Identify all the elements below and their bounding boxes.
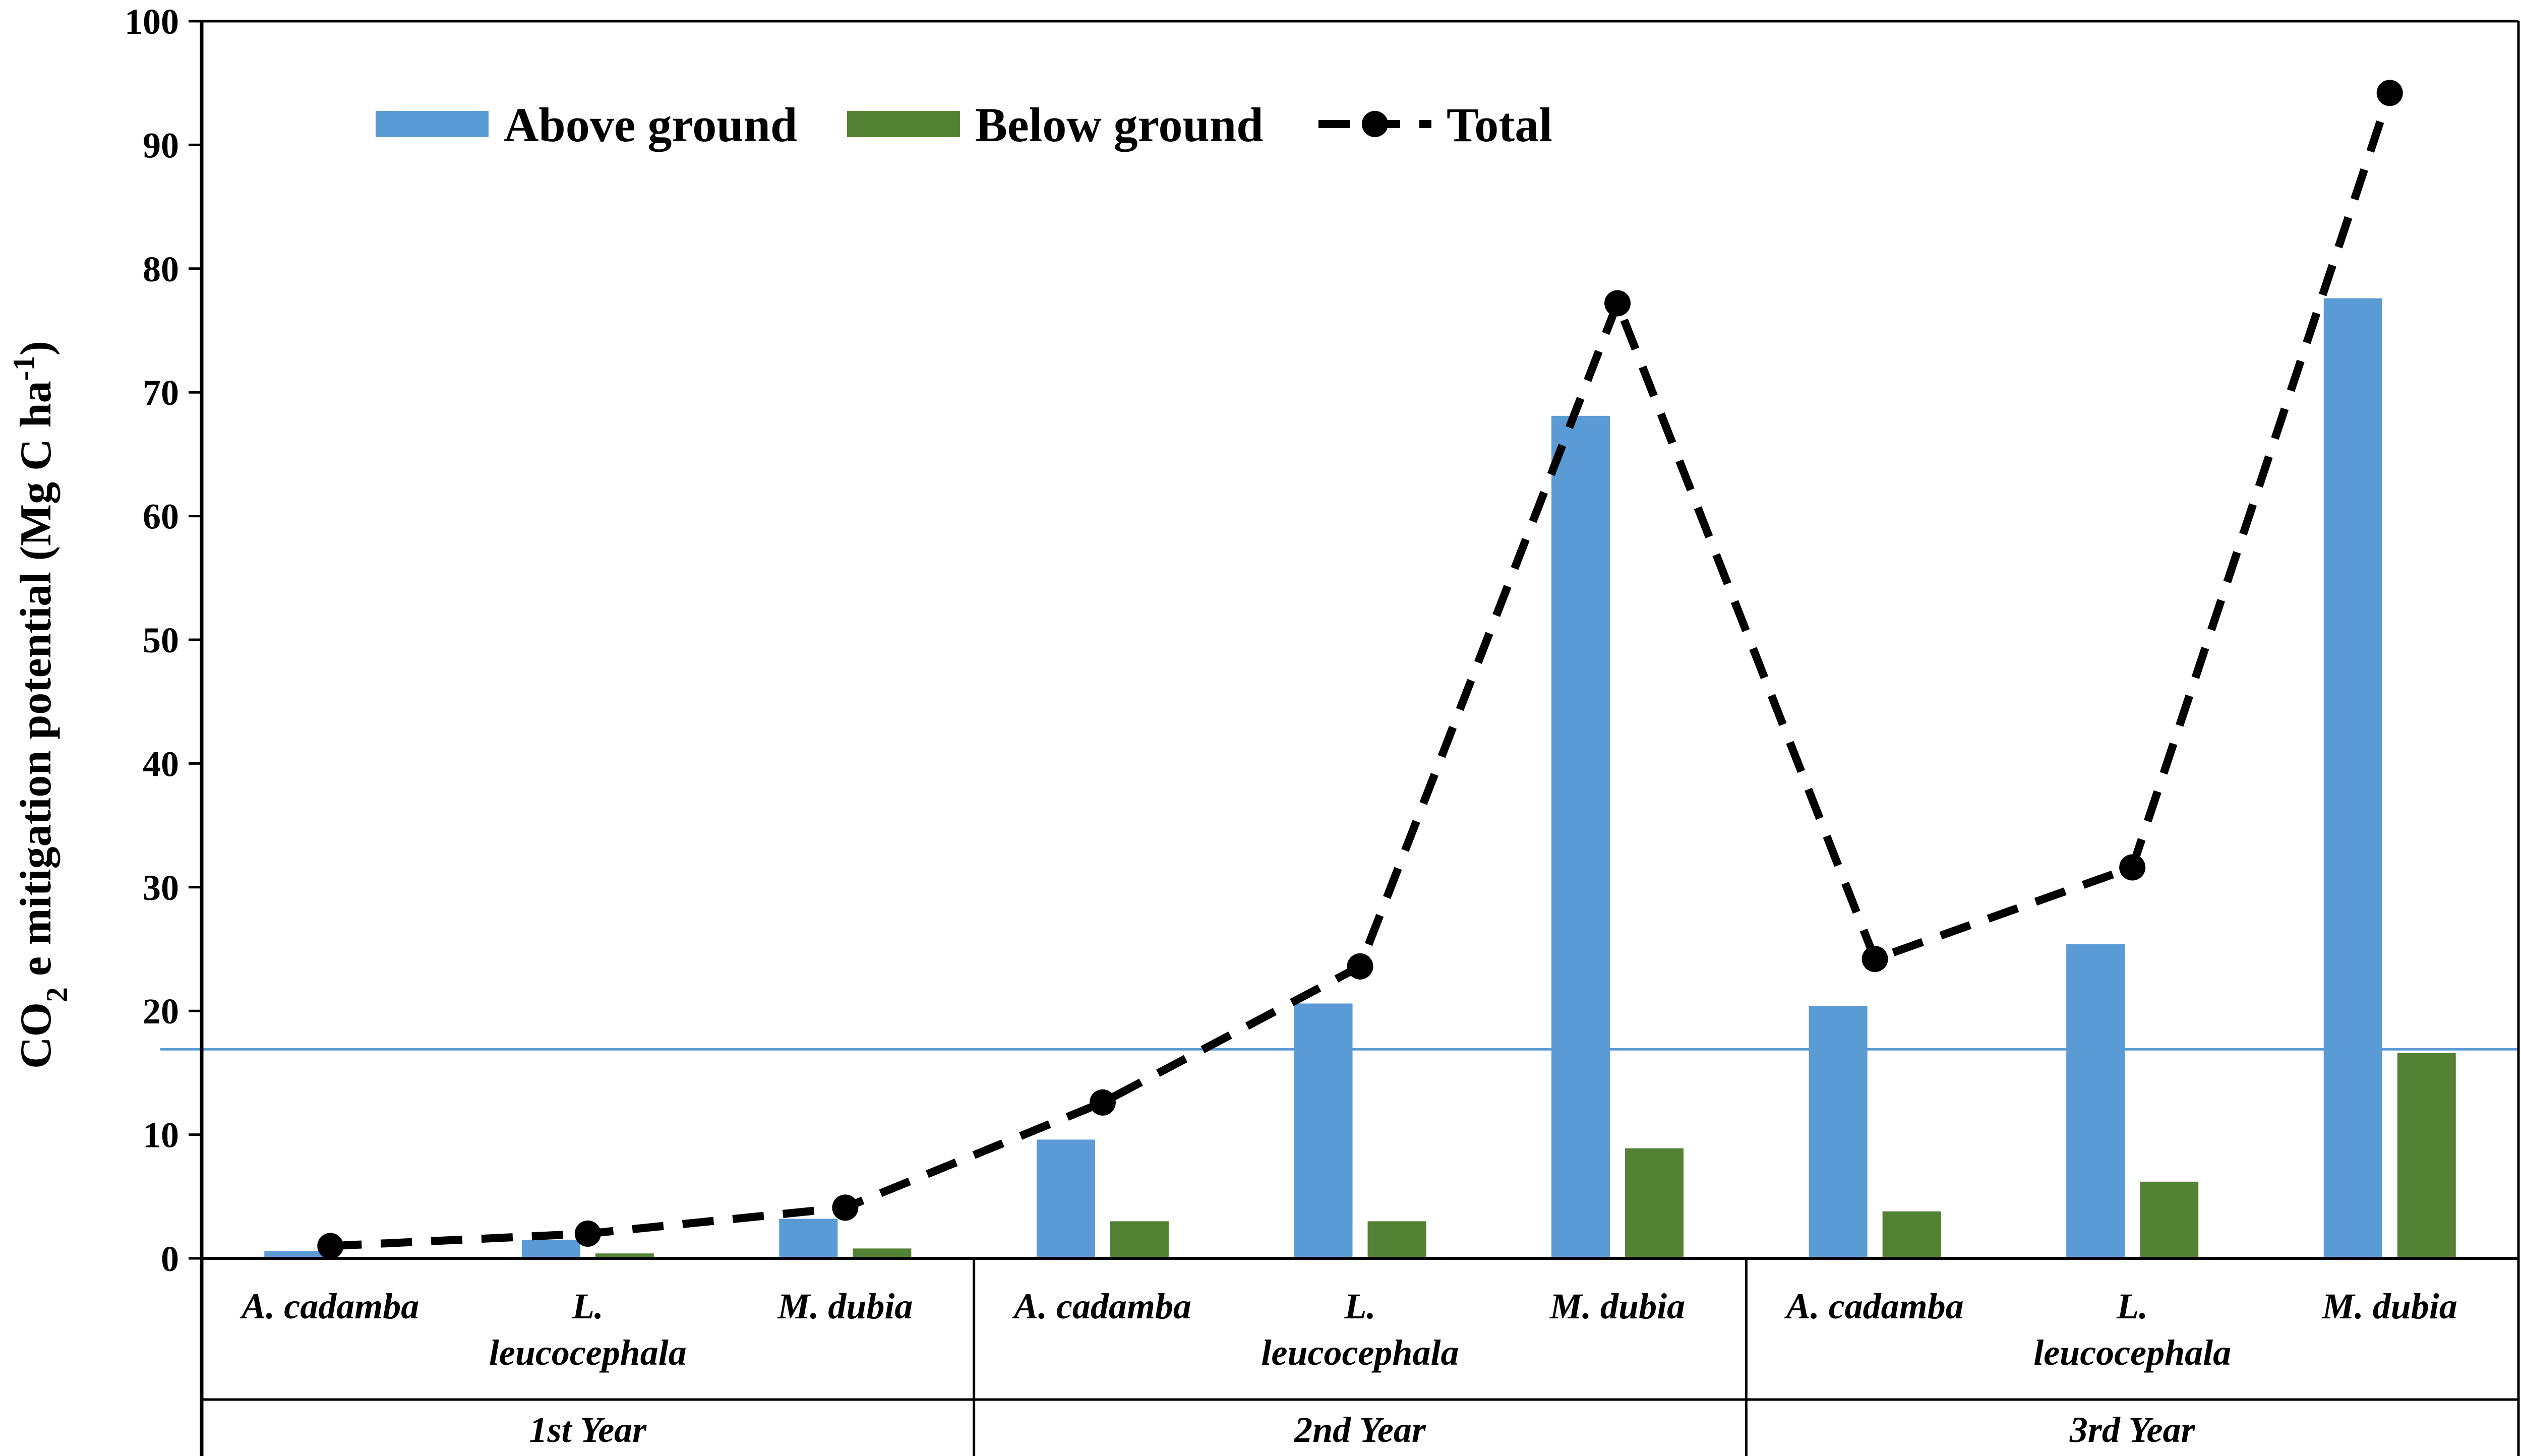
legend: Above ground Below ground Total [376, 98, 1552, 152]
total-point-1 [574, 1220, 601, 1247]
bar-above-ground-2 [779, 1219, 838, 1258]
y-tick-label-30: 30 [143, 868, 179, 908]
bar-below-ground-6 [1882, 1211, 1941, 1258]
bar-below-ground-2 [853, 1248, 912, 1258]
category-label-1-0: L. [572, 1286, 604, 1326]
total-point-6 [1862, 946, 1888, 973]
bar-below-ground-5 [1625, 1148, 1684, 1258]
total-point-0 [317, 1233, 344, 1259]
category-label-4-0: L. [1344, 1286, 1376, 1326]
bar-above-ground-3 [1036, 1139, 1095, 1258]
total-point-5 [1604, 290, 1631, 317]
total-line-layer [317, 80, 2403, 1259]
y-tick-label-40: 40 [143, 744, 179, 784]
y-tick-label-20: 20 [143, 991, 179, 1032]
bar-above-ground-6 [1809, 1006, 1868, 1258]
y-label-part-4: ) [12, 341, 61, 355]
y-label-superscript: -1 [7, 355, 40, 381]
bar-above-ground-1 [521, 1240, 580, 1258]
category-label-6-0: A. cadamba [1784, 1286, 1964, 1326]
total-point-3 [1089, 1089, 1116, 1116]
y-label-subscript: 2 [40, 987, 74, 1002]
legend-label-2: Total [1447, 98, 1552, 152]
category-label-2-0: M. dubia [777, 1286, 913, 1326]
total-point-4 [1347, 953, 1373, 980]
y-tick-label-70: 70 [143, 373, 179, 413]
y-tick-label-0: 0 [161, 1239, 179, 1279]
category-label-7-0: L. [2116, 1286, 2148, 1326]
category-label-0-0: A. cadamba [239, 1286, 419, 1326]
legend-label-1: Below ground [975, 98, 1264, 152]
y-label-part-0: CO [12, 1002, 61, 1069]
y-axis-label: CO2 e mitigation potential (Mg C ha-1) [7, 341, 74, 1069]
bar-above-ground-0 [264, 1251, 323, 1258]
y-tick-label-90: 90 [143, 125, 179, 165]
bar-layer [264, 298, 2456, 1259]
category-label-4-1: leucocephala [1262, 1332, 1459, 1373]
group-label-0: 1st Year [529, 1410, 647, 1450]
category-label-7-1: leucocephala [2033, 1332, 2231, 1373]
axes [200, 20, 2520, 1456]
bar-above-ground-5 [1551, 415, 1610, 1259]
category-label-1-1: leucocephala [489, 1332, 687, 1373]
group-label-1: 2nd Year [1294, 1410, 1426, 1450]
category-axis: A. cadamba L. leucocephala M. dubia 1st Year… [202, 1258, 2518, 1456]
category-label-3-0: A. cadamba [1012, 1286, 1191, 1326]
y-tick-label-60: 60 [143, 497, 179, 537]
total-point-2 [832, 1194, 859, 1221]
group-label-2: 3rd Year [2069, 1410, 2196, 1450]
bar-above-ground-4 [1294, 1003, 1353, 1258]
y-axis-ticks: 0 10 20 30 40 50 60 70 80 90 100 [125, 2, 202, 1279]
bar-below-ground-3 [1110, 1221, 1169, 1258]
y-tick-label-100: 100 [125, 2, 179, 42]
legend-swatch-1 [847, 111, 960, 137]
y-label-part-2: e mitigation potential (Mg C ha [12, 381, 61, 987]
y-tick-label-50: 50 [143, 620, 179, 660]
category-label-5-0: M. dubia [1549, 1286, 1685, 1326]
bar-below-ground-8 [2397, 1053, 2456, 1258]
total-point-8 [2376, 80, 2403, 106]
bar-below-ground-7 [2140, 1181, 2199, 1258]
y-tick-label-80: 80 [143, 249, 179, 289]
bar-below-ground-4 [1367, 1221, 1426, 1258]
total-point-7 [2119, 854, 2146, 881]
legend-marker-2 [1362, 111, 1388, 137]
bar-above-ground-7 [2066, 944, 2125, 1258]
category-label-8-0: M. dubia [2322, 1286, 2457, 1326]
y-tick-label-10: 10 [143, 1115, 179, 1156]
legend-label-0: Above ground [504, 98, 797, 152]
bar-above-ground-8 [2323, 298, 2382, 1258]
legend-swatch-0 [376, 111, 489, 137]
bar-below-ground-1 [595, 1253, 654, 1258]
